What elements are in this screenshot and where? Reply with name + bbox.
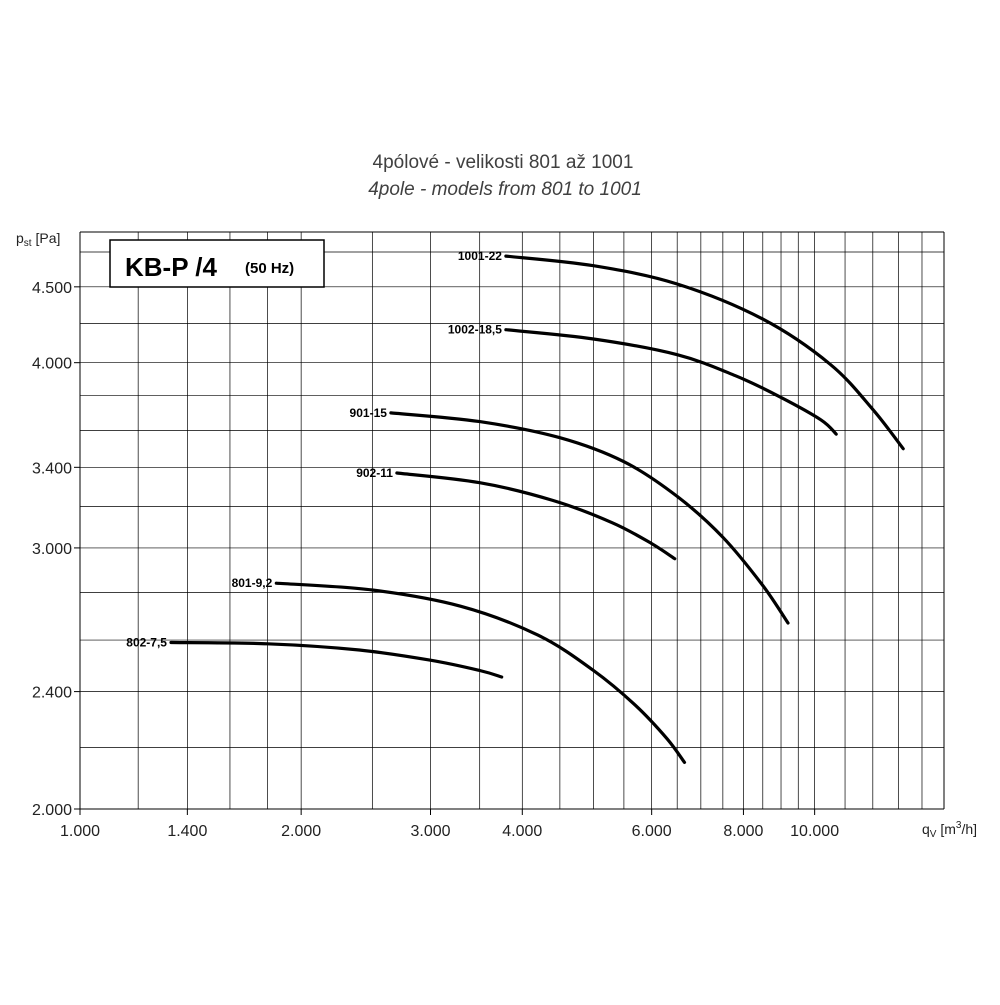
series-curve-1001-22 [504,254,905,451]
x-axis-label-sub: V [930,829,937,840]
model-box: KB-P /4 (50 Hz) [109,239,325,288]
curves [169,254,905,764]
y-axis-label-sub: st [24,238,32,249]
series-label-1001-22: 1001-22 [458,249,502,263]
series-curve-802-7-5 [169,640,504,679]
model-box-subtitle: (50 Hz) [245,260,294,277]
y-axis-label: pst [Pa] [16,230,60,249]
series-curve-901-15 [389,411,790,625]
chart-subtitle: 4pole - models from 801 to 1001 [368,179,642,200]
y-tick-label: 4.000 [32,356,72,373]
series-label-902-11: 902-11 [356,466,393,480]
x-axis-label-unit-sup: 3 [956,820,962,831]
x-tick-label: 2.000 [281,823,321,840]
y-tick-label: 4.500 [32,280,72,297]
x-tick-label: 6.000 [632,823,672,840]
x-tick-label: 8.000 [723,823,763,840]
x-tick-label: 10.000 [790,823,839,840]
model-box-title: KB-P /4 [125,252,218,282]
y-tick-label: 3.000 [32,541,72,558]
y-tick-label: 2.000 [32,802,72,819]
series-labels: 1001-22 1002-18,5 901-15 902-11 801-9,2 802-7… [126,249,502,649]
series-curve-801-9-2 [274,581,687,764]
grid [79,231,945,810]
series-label-802-7-5: 802-7,5 [126,636,167,650]
x-axis-label: qV [m3/h] [922,820,977,840]
x-tick-label: 4.000 [502,823,542,840]
x-tick-label: 3.000 [410,823,450,840]
x-tick-label: 1.000 [60,823,100,840]
x-axis-label-unit-post: /h] [961,821,977,837]
chart-title: 4pólové - velikosti 801 až 1001 [373,152,634,173]
x-axis-label-main: q [922,821,930,837]
series-curve-1002-18-5 [504,328,838,436]
x-axis-label-unit-pre: [m [936,821,955,837]
y-axis-label-unit: [Pa] [32,230,61,246]
tick-labels: 1.000 1.400 2.000 3.000 4.000 6.000 8.000 10.00… [32,280,839,840]
series-label-901-15: 901-15 [350,406,388,420]
series-label-801-9-2: 801-9,2 [232,576,273,590]
x-tick-label: 1.400 [167,823,207,840]
series-label-1002-18-5: 1002-18,5 [448,323,502,337]
y-axis-label-main: p [16,230,24,246]
y-tick-label: 3.400 [32,460,72,477]
y-tick-label: 2.400 [32,685,72,702]
series-curve-902-11 [395,471,677,561]
